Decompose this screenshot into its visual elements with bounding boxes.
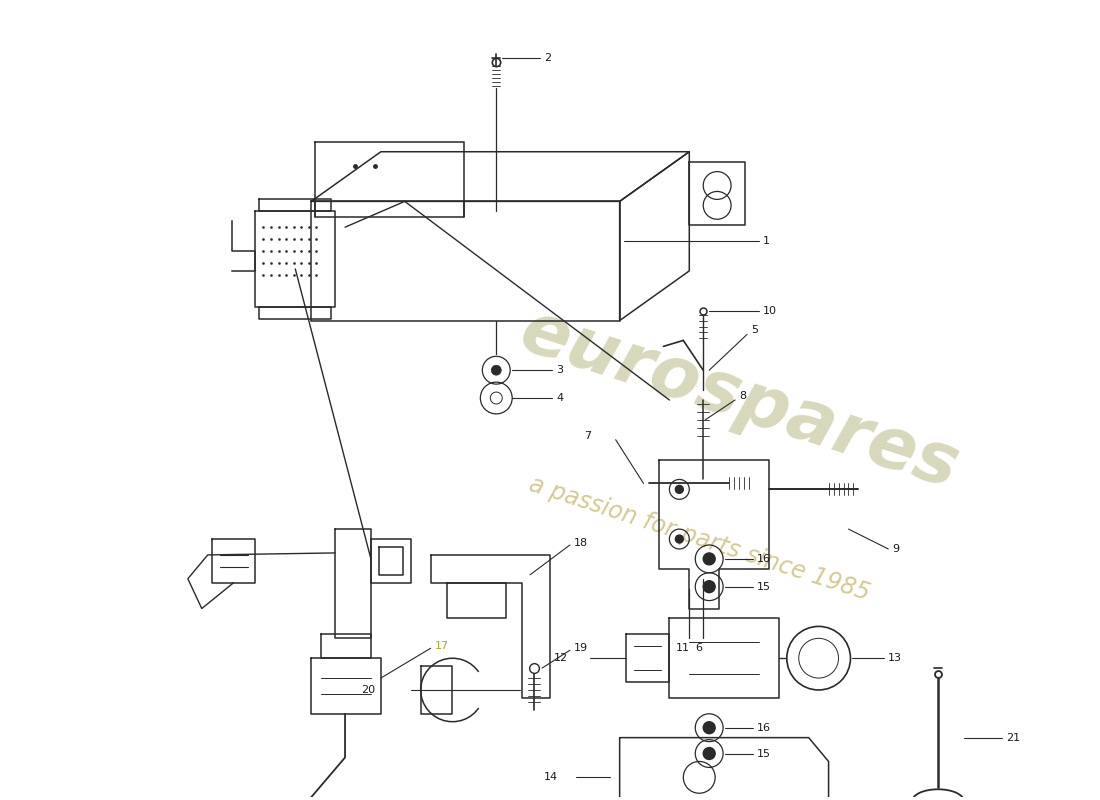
- Text: a passion for parts since 1985: a passion for parts since 1985: [526, 473, 872, 606]
- Text: 3: 3: [556, 366, 563, 375]
- Text: 4: 4: [556, 393, 563, 403]
- Text: 19: 19: [574, 643, 589, 654]
- Text: 14: 14: [544, 772, 558, 782]
- Text: 9: 9: [892, 544, 900, 554]
- Text: 7: 7: [584, 430, 591, 441]
- Circle shape: [675, 535, 683, 543]
- Circle shape: [703, 747, 715, 759]
- Text: 16: 16: [757, 722, 771, 733]
- Circle shape: [703, 553, 715, 565]
- Text: 16: 16: [757, 554, 771, 564]
- Text: 15: 15: [757, 749, 771, 758]
- Text: 10: 10: [763, 306, 777, 316]
- Text: 1: 1: [763, 236, 770, 246]
- Text: 8: 8: [739, 391, 746, 401]
- Text: 13: 13: [889, 653, 902, 663]
- Circle shape: [703, 722, 715, 734]
- Text: 5: 5: [751, 326, 758, 335]
- Text: 11: 11: [675, 643, 690, 654]
- Text: eurospares: eurospares: [512, 297, 967, 503]
- Text: 21: 21: [1005, 733, 1020, 742]
- Circle shape: [675, 486, 683, 494]
- Text: 2: 2: [544, 54, 551, 63]
- Text: 6: 6: [695, 643, 702, 654]
- Text: 18: 18: [574, 538, 589, 548]
- Circle shape: [703, 581, 715, 593]
- Circle shape: [492, 366, 502, 375]
- Text: 12: 12: [554, 653, 568, 663]
- Text: 17: 17: [434, 642, 449, 651]
- Text: 20: 20: [361, 685, 375, 695]
- Text: 15: 15: [757, 582, 771, 592]
